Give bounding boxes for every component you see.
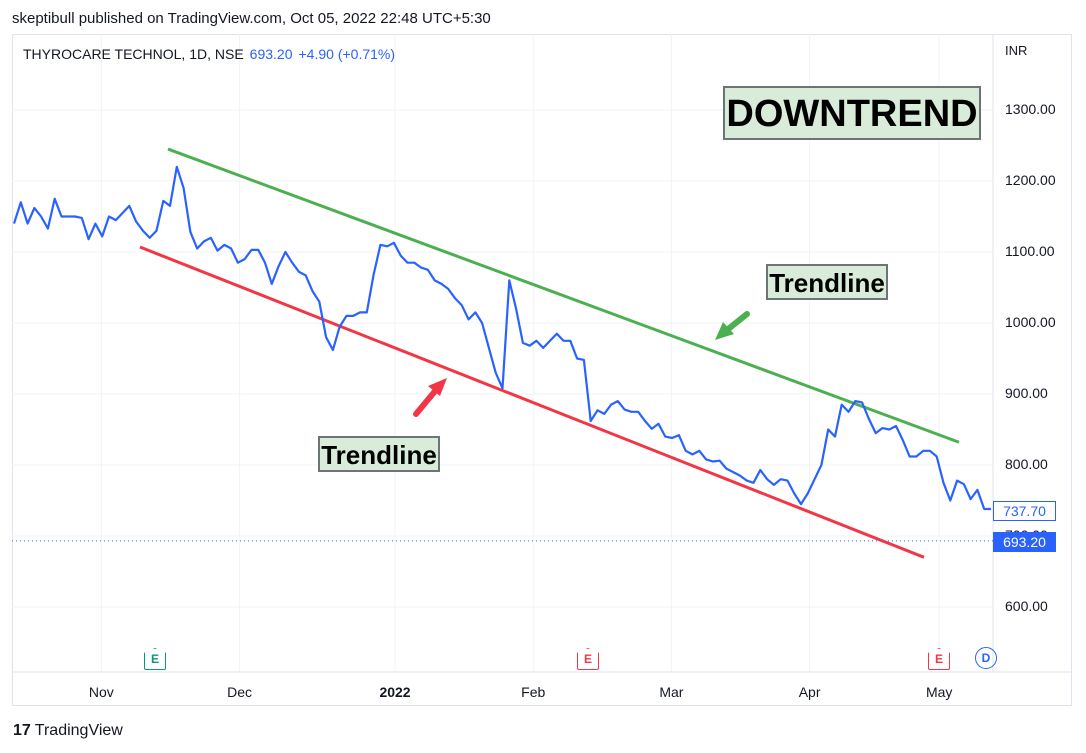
earnings-event-icon[interactable]: E — [577, 648, 599, 670]
last-close-price-tag: 737.70 — [993, 501, 1056, 521]
lower-trendline — [139, 245, 925, 559]
tradingview-logo[interactable]: 17 TradingView — [13, 722, 123, 740]
dividend-event-icon[interactable]: D — [975, 647, 997, 669]
upper-trendline-label: Trendline — [766, 264, 888, 300]
tradingview-brand: TradingView — [34, 722, 123, 739]
tradingview-logo-icon: 17 — [13, 722, 31, 739]
publisher-line: skeptibull published on TradingView.com,… — [12, 10, 491, 27]
symbol-header[interactable]: THYROCARE TECHNOL, 1D, NSE 693.20 +4.90 (+… — [23, 46, 395, 62]
y-tick-label: 1200.00 — [1005, 172, 1056, 188]
x-tick-label: Feb — [521, 684, 546, 700]
currency-label[interactable]: INR — [1005, 43, 1028, 58]
y-tick-label: 900.00 — [1005, 385, 1048, 401]
earnings-event-icon[interactable]: E — [144, 648, 166, 670]
symbol-price: 693.20 — [249, 46, 293, 62]
x-tick-label: May — [925, 684, 953, 700]
y-tick-label: 1300.00 — [1005, 101, 1056, 117]
x-tick-label: Apr — [798, 684, 821, 700]
chart-frame — [12, 34, 1072, 706]
x-tick-label: 2022 — [379, 684, 411, 700]
grid-lines — [12, 34, 1072, 673]
current-price-tag: 693.20 — [993, 532, 1056, 552]
red-arrow-icon — [413, 378, 447, 417]
x-tick-label: Mar — [659, 684, 684, 700]
upper-trendline — [167, 147, 960, 444]
green-arrow-icon — [715, 311, 750, 340]
y-tick-label: 600.00 — [1005, 598, 1048, 614]
lower-trendline-label: Trendline — [318, 436, 440, 472]
earnings-event-icon[interactable]: E — [928, 648, 950, 670]
y-tick-label: 800.00 — [1005, 456, 1048, 472]
x-tick-label: Dec — [227, 684, 253, 700]
price-series-line — [12, 165, 991, 511]
symbol-name: THYROCARE TECHNOL, 1D, NSE — [23, 46, 244, 62]
downtrend-label: DOWNTREND — [723, 86, 981, 140]
y-tick-label: 1000.00 — [1005, 314, 1056, 330]
symbol-change: +4.90 (+0.71%) — [298, 46, 396, 62]
y-tick-label: 1100.00 — [1005, 243, 1055, 259]
x-tick-label: Nov — [88, 684, 114, 700]
